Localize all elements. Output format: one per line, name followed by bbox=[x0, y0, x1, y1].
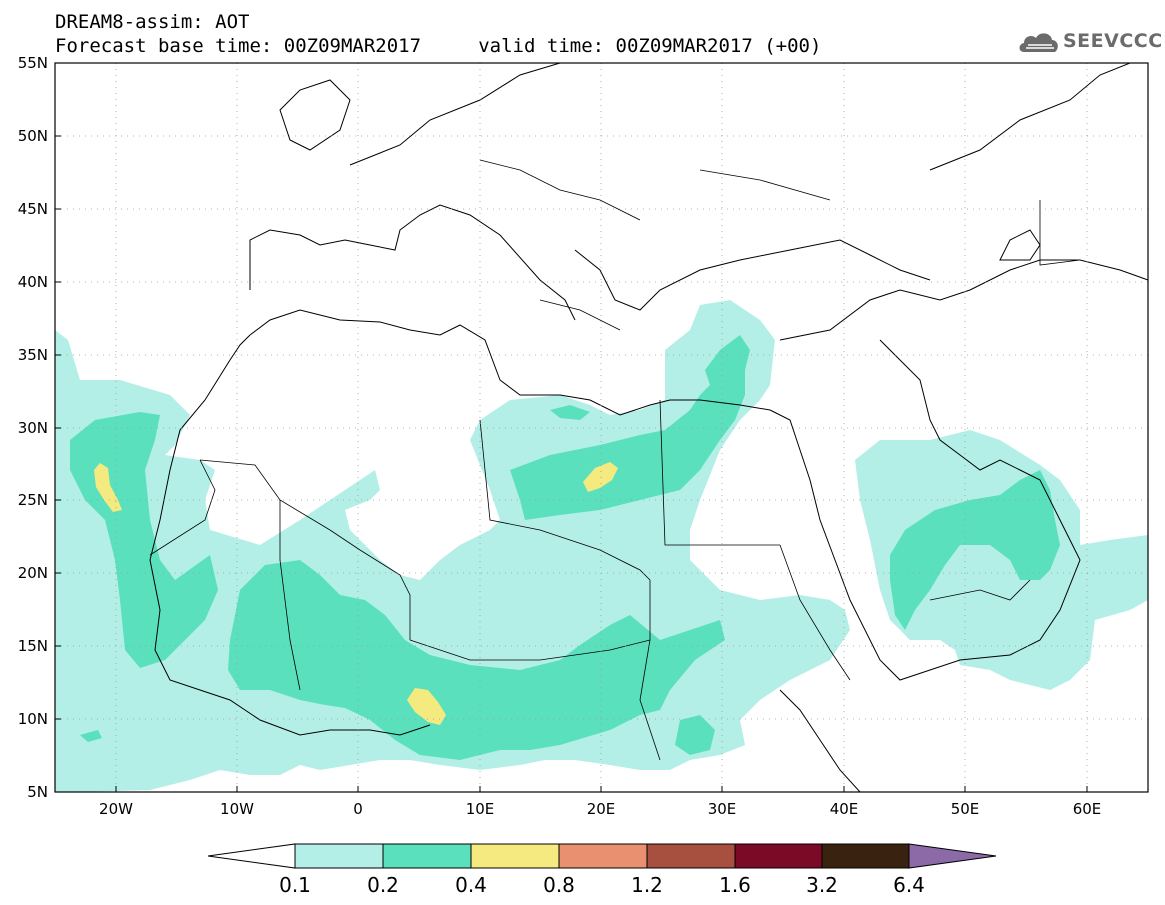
colorbar-swatch-2 bbox=[382, 843, 472, 869]
cloud-icon bbox=[1019, 33, 1058, 52]
coastlines bbox=[149, 63, 1148, 792]
lon-label: 0 bbox=[353, 800, 363, 818]
colorbar-swatch-4 bbox=[558, 843, 648, 869]
lon-label: 60E bbox=[1072, 800, 1102, 818]
colorbar-label: 6.4 bbox=[893, 873, 925, 897]
lon-label: 50E bbox=[950, 800, 980, 818]
lat-label: 5N bbox=[27, 783, 48, 801]
colorbar-label: 0.2 bbox=[367, 873, 399, 897]
lon-label: 40E bbox=[829, 800, 859, 818]
axis-ticks bbox=[55, 135, 1088, 792]
colorbar-high-arrow bbox=[908, 843, 997, 869]
colorbar-label: 0.4 bbox=[455, 873, 487, 897]
lon-label: 10W bbox=[220, 800, 254, 818]
logo-text: SEEVCCC bbox=[1063, 30, 1163, 52]
grid-lines bbox=[55, 63, 1148, 792]
colorbar bbox=[207, 843, 997, 869]
colorbar-label: 0.8 bbox=[543, 873, 575, 897]
colorbar-low-arrow bbox=[207, 843, 296, 869]
map-frame bbox=[54, 62, 1149, 793]
lon-label: 20W bbox=[99, 800, 133, 818]
lat-label: 55N bbox=[17, 54, 48, 72]
colorbar-swatch-6 bbox=[734, 843, 823, 869]
colorbar-label: 1.2 bbox=[631, 873, 663, 897]
lon-label: 30E bbox=[707, 800, 737, 818]
lon-label: 20E bbox=[586, 800, 616, 818]
map-title: DREAM8-assim: AOT bbox=[55, 11, 250, 33]
lat-label: 15N bbox=[17, 637, 48, 655]
lat-label: 45N bbox=[17, 200, 48, 218]
lat-label: 40N bbox=[17, 273, 48, 291]
lon-label: 10E bbox=[465, 800, 495, 818]
colorbar-swatch-5 bbox=[646, 843, 736, 869]
lat-label: 10N bbox=[17, 710, 48, 728]
colorbar-label: 1.6 bbox=[719, 873, 751, 897]
colorbar-label: 0.1 bbox=[279, 873, 311, 897]
colorbar-label: 3.2 bbox=[806, 873, 838, 897]
lat-label: 50N bbox=[17, 127, 48, 145]
aot-fields bbox=[55, 300, 1148, 792]
forecast-time-line: Forecast base time: 00Z09MAR2017 valid t… bbox=[55, 35, 822, 57]
colorbar-swatch-3 bbox=[470, 843, 560, 869]
lat-label: 30N bbox=[17, 419, 48, 437]
colorbar-swatch-7 bbox=[821, 843, 910, 869]
lat-label: 35N bbox=[17, 346, 48, 364]
lat-label: 25N bbox=[17, 491, 48, 509]
colorbar-swatch-1 bbox=[294, 843, 384, 869]
lat-label: 20N bbox=[17, 564, 48, 582]
country-borders bbox=[149, 159, 1081, 761]
